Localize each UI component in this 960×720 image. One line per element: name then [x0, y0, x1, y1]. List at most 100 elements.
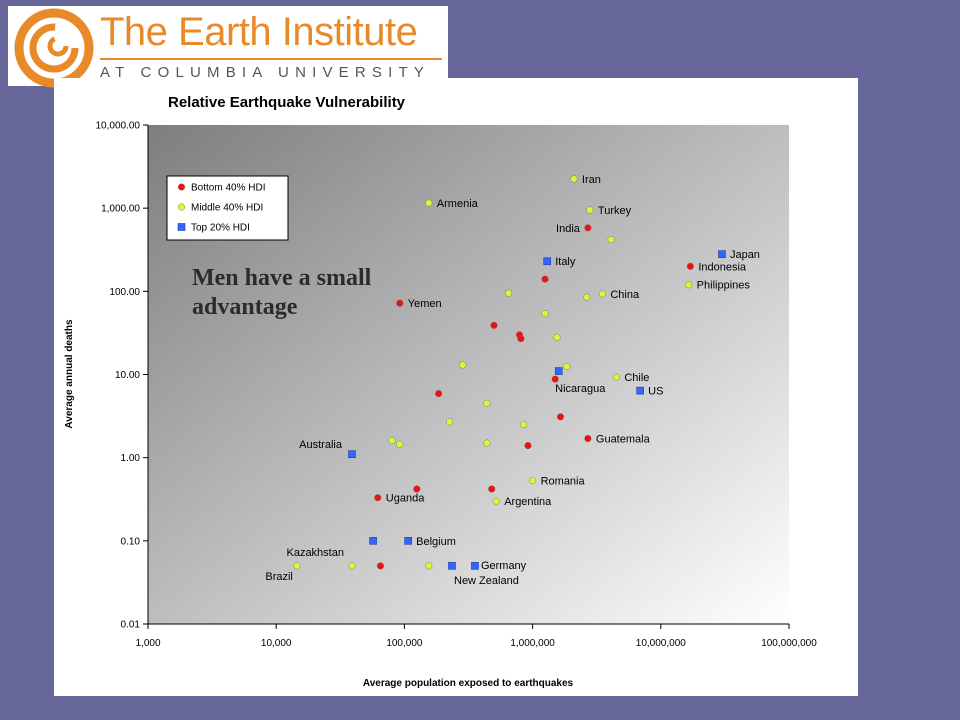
point-label-romania: Romania: [541, 476, 586, 488]
point-middle-40-hdi: [425, 199, 433, 207]
point-middle-40-hdi: [570, 175, 578, 183]
point-label-uganda: Uganda: [386, 493, 425, 505]
point-label-nicaragua: Nicaragua: [555, 383, 606, 395]
point-top-20-hdi: [471, 562, 479, 570]
point-middle-40-hdi: [598, 290, 606, 298]
x-tick-label: 10,000: [261, 638, 292, 649]
point-middle-40-hdi: [425, 562, 433, 570]
logo-name: The Earth Institute: [100, 10, 418, 54]
point-label-australia: Australia: [299, 439, 343, 451]
point-middle-40-hdi: [396, 440, 404, 448]
point-label-turkey: Turkey: [598, 205, 632, 217]
point-middle-40-hdi: [563, 362, 571, 370]
point-bottom-40-hdi: [488, 485, 496, 493]
point-middle-40-hdi: [483, 399, 491, 407]
x-tick-label: 1,000,000: [510, 638, 555, 649]
point-middle-40-hdi: [520, 421, 528, 429]
logo-divider: [100, 58, 442, 60]
point-label-us: US: [648, 386, 663, 398]
y-axis-title: Average annual deaths: [64, 319, 75, 429]
point-bottom-40-hdi: [556, 413, 564, 421]
point-bottom-40-hdi: [374, 494, 382, 502]
point-label-india: India: [556, 223, 581, 235]
data-points: [293, 175, 726, 570]
point-middle-40-hdi: [483, 439, 491, 447]
overlay-note: Men have a small advantage: [192, 265, 372, 320]
point-bottom-40-hdi: [541, 275, 549, 283]
y-tick-label: 0.01: [121, 620, 141, 631]
x-axis: 1,000 10,000 100,000 1,000,000 10,000,000 100…: [135, 623, 817, 649]
y-axis: 10,000.00 1,000.00 100.00 10.00 1.00 0.10 0.01: [96, 121, 149, 631]
point-middle-40-hdi: [529, 477, 537, 485]
legend-label: Top 20% HDI: [191, 223, 250, 234]
legend-box: [166, 175, 289, 241]
x-tick-label: 1,000: [135, 638, 160, 649]
y-tick-label: 0.10: [121, 536, 141, 547]
annotation-new-zealand: New Zealand: [454, 575, 519, 587]
point-top-20-hdi: [543, 257, 552, 266]
x-tick-label: 100,000: [386, 638, 423, 649]
point-label-germany: Germany: [481, 560, 527, 572]
point-bottom-40-hdi: [584, 224, 592, 232]
point-label-italy: Italy: [555, 256, 576, 268]
point-top-20-hdi: [369, 537, 377, 545]
point-bottom-40-hdi: [584, 435, 592, 443]
point-label-philippines: Philippines: [697, 280, 751, 292]
point-label-chile: Chile: [624, 372, 649, 384]
point-bottom-40-hdi: [396, 299, 404, 307]
point-label-indonesia: Indonesia: [698, 261, 747, 273]
scatter-chart: Relative Earthquake Vulnerability 10,000…: [64, 94, 817, 689]
point-top-20-hdi: [554, 367, 563, 375]
point-top-20-hdi: [404, 537, 412, 545]
point-label-china: China: [610, 289, 640, 301]
point-top-20-hdi: [636, 386, 644, 395]
point-middle-40-hdi: [293, 562, 301, 570]
point-top-20-hdi: [448, 562, 456, 570]
point-middle-40-hdi: [541, 310, 549, 318]
y-tick-label: 10.00: [115, 370, 140, 381]
point-bottom-40-hdi: [551, 375, 559, 383]
point-middle-40-hdi: [492, 497, 500, 505]
point-label-guatemala: Guatemala: [596, 434, 651, 446]
y-tick-label: 100.00: [109, 287, 140, 298]
x-axis-title: Average population exposed to earthquake…: [363, 678, 574, 689]
point-bottom-40-hdi: [490, 321, 498, 329]
point-top-20-hdi: [718, 250, 726, 258]
point-bottom-40-hdi: [517, 335, 525, 343]
swirl-logo-icon: [14, 8, 94, 88]
legend-marker: [177, 223, 186, 231]
point-middle-40-hdi: [685, 281, 693, 289]
point-middle-40-hdi: [612, 373, 620, 381]
point-label-iran: Iran: [582, 174, 601, 186]
point-label-brazil: Brazil: [265, 571, 293, 583]
point-top-20-hdi: [348, 450, 356, 459]
x-tick-label: 100,000,000: [761, 638, 817, 649]
point-label-japan: Japan: [730, 249, 760, 261]
point-bottom-40-hdi: [524, 442, 532, 450]
point-middle-40-hdi: [348, 562, 356, 570]
point-middle-40-hdi: [446, 418, 454, 426]
point-bottom-40-hdi: [686, 262, 694, 270]
point-middle-40-hdi: [607, 235, 615, 243]
legend-label: Middle 40% HDI: [191, 203, 263, 214]
legend: Bottom 40% HDI Middle 40% HDI Top 20% HDI: [166, 175, 289, 241]
point-middle-40-hdi: [583, 293, 591, 301]
chart-panel: Relative Earthquake Vulnerability 10,000…: [54, 78, 858, 696]
point-middle-40-hdi: [505, 289, 513, 297]
point-middle-40-hdi: [586, 206, 594, 214]
point-label-kazakhstan: Kazakhstan: [286, 547, 343, 559]
point-labels: India Indonesia Yemen Nicaragua Guatemala Uga…: [265, 174, 760, 583]
y-tick-label: 10,000.00: [96, 121, 141, 132]
earth-institute-logo: The Earth Institute AT COLUMBIA UNIVERSI…: [8, 6, 448, 88]
point-label-armenia: Armenia: [437, 198, 479, 210]
legend-label: Bottom 40% HDI: [191, 183, 265, 194]
x-tick-label: 10,000,000: [636, 638, 686, 649]
point-label-yemen: Yemen: [408, 298, 442, 310]
point-bottom-40-hdi: [435, 390, 443, 398]
point-label-argentina: Argentina: [504, 496, 552, 508]
y-tick-label: 1.00: [121, 453, 141, 464]
logo-subtitle: AT COLUMBIA UNIVERSITY: [100, 64, 431, 81]
legend-marker: [177, 183, 185, 191]
y-tick-label: 1,000.00: [101, 204, 140, 215]
point-bottom-40-hdi: [413, 485, 421, 493]
